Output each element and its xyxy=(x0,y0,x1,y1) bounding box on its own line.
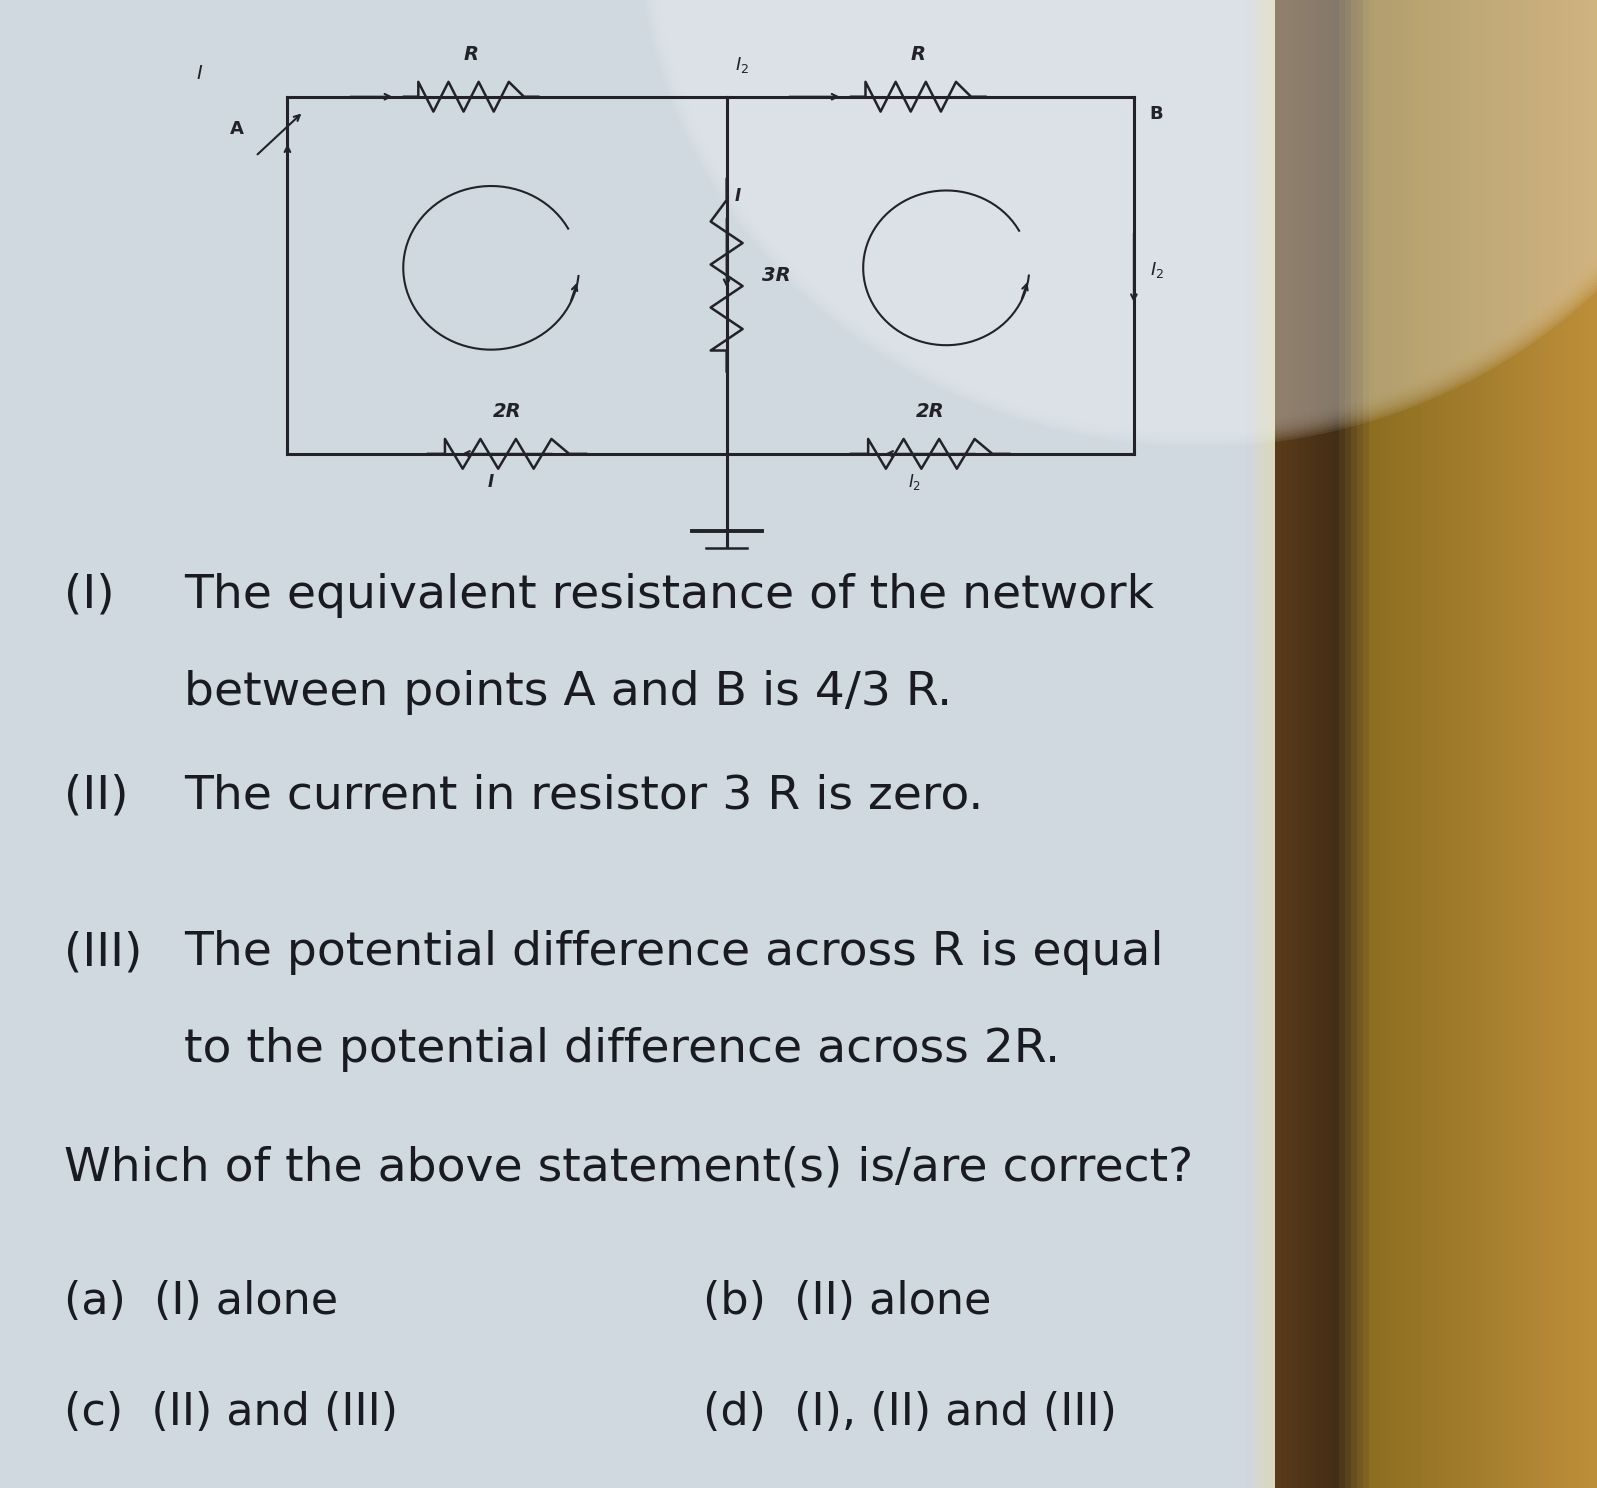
Bar xyxy=(1298,0,1306,1488)
Bar xyxy=(1538,0,1546,1488)
Text: (a)  (I) alone: (a) (I) alone xyxy=(64,1280,339,1323)
Text: I: I xyxy=(735,187,741,205)
Bar xyxy=(1509,0,1517,1488)
Text: I: I xyxy=(489,473,493,491)
Bar xyxy=(1404,0,1412,1488)
Text: 2R: 2R xyxy=(493,402,521,421)
Bar xyxy=(1380,0,1388,1488)
Text: A: A xyxy=(230,121,243,138)
Bar xyxy=(1433,0,1440,1488)
Text: R: R xyxy=(463,45,479,64)
Text: The potential difference across R is equal: The potential difference across R is equ… xyxy=(184,930,1163,975)
Text: (II): (II) xyxy=(64,774,128,818)
Bar xyxy=(1544,0,1552,1488)
Bar xyxy=(1439,0,1447,1488)
Bar xyxy=(1503,0,1511,1488)
Bar xyxy=(1410,0,1417,1488)
Bar xyxy=(1274,0,1282,1488)
Text: 3R: 3R xyxy=(762,266,791,284)
Text: (b)  (II) alone: (b) (II) alone xyxy=(703,1280,992,1323)
Text: B: B xyxy=(1150,106,1164,124)
Bar xyxy=(1333,0,1341,1488)
Text: 2R: 2R xyxy=(917,402,944,421)
Bar xyxy=(1369,0,1377,1488)
Bar xyxy=(1468,0,1476,1488)
Bar xyxy=(1305,0,1311,1488)
Text: The equivalent resistance of the network: The equivalent resistance of the network xyxy=(184,573,1153,618)
Bar xyxy=(1316,0,1324,1488)
Bar xyxy=(1281,0,1289,1488)
Bar xyxy=(1428,0,1434,1488)
Bar xyxy=(1263,0,1271,1488)
Bar xyxy=(1573,0,1581,1488)
Text: to the potential difference across 2R.: to the potential difference across 2R. xyxy=(184,1027,1060,1071)
Bar xyxy=(1252,0,1258,1488)
Bar xyxy=(1375,0,1381,1488)
Bar xyxy=(1415,0,1423,1488)
Circle shape xyxy=(639,0,1597,446)
Bar xyxy=(1421,0,1429,1488)
Text: between points A and B is 4/3 R.: between points A and B is 4/3 R. xyxy=(184,670,952,714)
Bar xyxy=(1527,0,1535,1488)
Bar xyxy=(1498,0,1504,1488)
Text: $I_2$: $I_2$ xyxy=(907,472,921,491)
Bar xyxy=(1555,0,1563,1488)
Bar xyxy=(1310,0,1318,1488)
Bar xyxy=(1492,0,1500,1488)
Bar xyxy=(1397,0,1405,1488)
Bar xyxy=(1516,0,1522,1488)
Bar xyxy=(1393,0,1399,1488)
Bar xyxy=(1362,0,1370,1488)
Bar xyxy=(1591,0,1597,1488)
Text: (c)  (II) and (III): (c) (II) and (III) xyxy=(64,1391,398,1434)
Bar xyxy=(1450,0,1458,1488)
Text: (d)  (I), (II) and (III): (d) (I), (II) and (III) xyxy=(703,1391,1116,1434)
Bar xyxy=(1551,0,1557,1488)
Text: $I_2$: $I_2$ xyxy=(1150,260,1164,280)
Text: $I$: $I$ xyxy=(196,64,203,83)
Bar xyxy=(1386,0,1394,1488)
Bar xyxy=(1562,0,1570,1488)
Circle shape xyxy=(644,0,1597,442)
Text: (III): (III) xyxy=(64,930,142,975)
Bar xyxy=(1568,0,1575,1488)
Bar xyxy=(1257,0,1265,1488)
Bar xyxy=(1586,0,1592,1488)
Bar xyxy=(1340,0,1346,1488)
Bar xyxy=(1533,0,1540,1488)
Bar xyxy=(1463,0,1469,1488)
Circle shape xyxy=(640,0,1597,445)
Bar xyxy=(1292,0,1300,1488)
Text: R: R xyxy=(910,45,926,64)
Text: $I_2$: $I_2$ xyxy=(735,55,749,74)
Text: (I): (I) xyxy=(64,573,115,618)
Text: The current in resistor 3 R is zero.: The current in resistor 3 R is zero. xyxy=(184,774,984,818)
Bar xyxy=(1520,0,1528,1488)
Bar xyxy=(1322,0,1329,1488)
Bar xyxy=(1485,0,1493,1488)
Bar xyxy=(1474,0,1482,1488)
Text: Which of the above statement(s) is/are correct?: Which of the above statement(s) is/are c… xyxy=(64,1146,1193,1190)
Bar xyxy=(1445,0,1452,1488)
Bar xyxy=(1357,0,1364,1488)
Bar xyxy=(1480,0,1487,1488)
Bar xyxy=(1246,0,1254,1488)
Bar xyxy=(1270,0,1276,1488)
Bar xyxy=(0,0,1246,1488)
Bar xyxy=(1351,0,1359,1488)
Bar xyxy=(1287,0,1294,1488)
Bar xyxy=(1579,0,1587,1488)
Bar xyxy=(1345,0,1353,1488)
Bar xyxy=(1327,0,1335,1488)
Bar xyxy=(1456,0,1464,1488)
